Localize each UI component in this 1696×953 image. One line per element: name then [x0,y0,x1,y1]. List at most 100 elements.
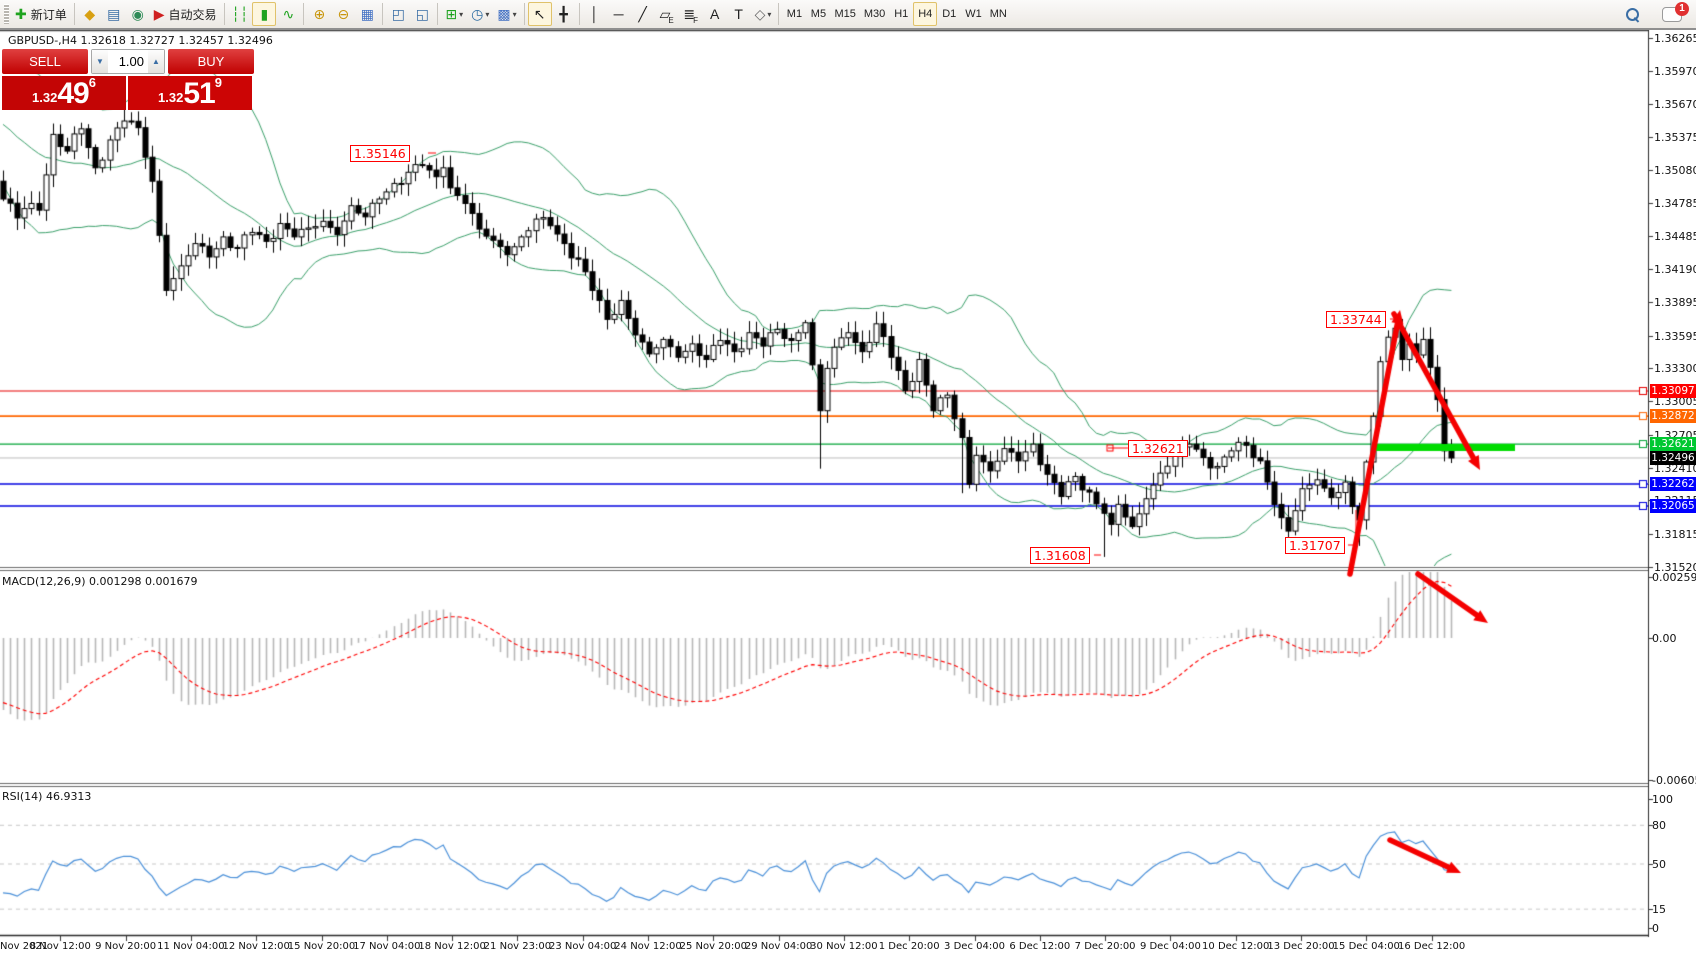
notification-badge: 1 [1675,1,1689,16]
tile-windows-button[interactable]: ▦ [355,2,379,26]
vertical-line-icon: │ [590,6,600,22]
shapes-icon: ◇ [754,6,766,22]
add-indicator-icon: ⊞ [445,6,458,22]
toolbar-right-group: 1 [1620,1,1696,26]
trendline-button[interactable]: ╱ [631,2,655,26]
trade-history-button[interactable]: ▤ [102,2,126,26]
vertical-line-button[interactable]: │ [583,2,607,26]
timeframe-h4-button[interactable]: H4 [913,2,938,26]
chevron-down-icon: ▾ [767,9,772,19]
chart-window [0,30,1696,953]
bar-chart-icon: ┆┆ [231,6,249,22]
volume-decrease-button[interactable]: ▼ [92,50,108,73]
one-click-trading-panel: SELL ▼ 1.00 ▲ BUY 1.32 49 6 1.32 51 9 [2,49,254,110]
chevron-down-icon: ▾ [459,9,464,19]
radar-icon: ◉ [131,6,144,22]
tester-window-icon: ◱ [415,6,430,22]
horizontal-line-icon: ─ [613,6,624,22]
add-indicator-button[interactable]: ⊞ ▾ [441,2,467,26]
candle-chart-mode-button[interactable]: ▮ [252,2,277,26]
zoom-out-button[interactable]: ⊖ [331,2,355,26]
timeframe-h1-button[interactable]: H1 [889,2,913,26]
volume-stepper[interactable]: ▼ 1.00 ▲ [91,49,165,74]
timeframe-label: MN [989,8,1007,20]
volume-increase-button[interactable]: ▲ [148,50,164,73]
crosshair-icon: ╋ [559,6,568,22]
crosshair-button[interactable]: ╋ [552,2,576,26]
autotrade-button[interactable]: ▶ 自动交易 [150,2,221,26]
line-chart-icon: ∿ [282,6,295,22]
timeframe-d1-button[interactable]: D1 [937,2,961,26]
timeframe-mn-button[interactable]: MN [986,2,1011,26]
deposit-button[interactable]: ◆ [78,2,102,26]
autotrade-button-label: 自动交易 [168,7,217,22]
tile-windows-icon: ▦ [360,6,375,22]
sell-price-point: 6 [88,75,96,90]
volume-value[interactable]: 1.00 [118,54,144,69]
horizontal-line-button[interactable]: ─ [607,2,631,26]
search-button[interactable] [1620,2,1644,26]
sell-price-display[interactable]: 1.32 49 6 [2,76,126,110]
signals-button[interactable]: ◉ [126,2,150,26]
candlestick-icon: ▮ [260,6,269,22]
search-icon [1625,7,1639,23]
text-label-icon: T [734,6,743,22]
text-label-button[interactable]: T [727,2,751,26]
fibonacci-icon: ≣ [683,6,696,22]
sell-button[interactable]: SELL [2,49,88,74]
text-button[interactable]: A [703,2,727,26]
zoom-out-icon: ⊖ [337,6,350,22]
text-icon: A [709,6,720,22]
cursor-icon: ↖ [533,6,546,22]
timeframe-m5-button[interactable]: M5 [806,2,830,26]
zoom-in-icon: ⊕ [313,6,326,22]
timeframe-label: H4 [918,8,933,20]
timeframe-label: D1 [942,8,957,20]
line-chart-mode-button[interactable]: ∿ [276,2,300,26]
main-toolbar: ✚ 新订单 ◆ ▤ ◉ ▶ 自动交易 ┆┆ ▮ ∿ ⊕ ⊖ ▦ ◰ ◱ ⊞ ▾ ◷ ▾ ▩ ▾ ↖ ╋ │ ─ ╱ ▱ E ≣ F A T ◇ ▾… [0,0,1696,30]
channel-button[interactable]: ▱ E [655,2,679,26]
timeframe-m30-button[interactable]: M30 [860,2,889,26]
cursor-button[interactable]: ↖ [527,2,552,26]
timeframe-m1-button[interactable]: M1 [782,2,806,26]
shapes-button[interactable]: ◇ ▾ [751,2,776,26]
buy-price-base: 1.32 [158,90,184,105]
chat-bubble-icon: 1 [1662,1,1689,22]
timeframe-label: H1 [894,8,909,20]
template-button[interactable]: ▩ ▾ [493,2,520,26]
timeframe-label: M1 [786,8,803,20]
clock-icon: ◷ [471,6,484,22]
chart-canvas[interactable] [0,30,1696,953]
timeframe-label: M5 [810,8,827,20]
channel-icon: ▱ [659,6,671,22]
sell-price-base: 1.32 [32,90,58,105]
buy-price-display[interactable]: 1.32 51 9 [128,76,252,110]
bar-chart-mode-button[interactable]: ┆┆ [228,2,253,26]
timeframe-w1-button[interactable]: W1 [961,2,986,26]
chart-window-icon: ▤ [107,6,121,22]
fibonacci-button[interactable]: ≣ F [679,2,703,26]
buy-button[interactable]: BUY [168,49,254,74]
gold-bar-icon: ◆ [84,6,96,22]
period-select-button[interactable]: ◷ ▾ [467,2,493,26]
timeframe-label: M15 [834,8,856,20]
data-window-button[interactable]: ◰ [386,2,410,26]
fibonacci-icon-sub: F [693,16,698,25]
timeframe-m15-button[interactable]: M15 [830,2,859,26]
buy-price-pips: 51 [183,77,215,110]
notifications-button[interactable]: 1 [1658,1,1689,26]
sell-price-pips: 49 [57,77,89,110]
trendline-icon: ╱ [638,6,647,22]
timeframe-label: W1 [965,8,982,20]
channel-icon-sub: E [668,16,674,25]
data-window-icon: ◰ [391,6,406,22]
buy-price-point: 9 [214,75,222,90]
zoom-in-button[interactable]: ⊕ [307,2,331,26]
new-order-button[interactable]: ✚ 新订单 [11,2,71,26]
autotrade-icon: ▶ [153,6,165,22]
timeframe-label: M30 [863,8,886,20]
tester-window-button[interactable]: ◱ [410,2,434,26]
new-order-icon: ✚ [15,6,27,22]
chevron-down-icon: ▾ [512,9,517,19]
